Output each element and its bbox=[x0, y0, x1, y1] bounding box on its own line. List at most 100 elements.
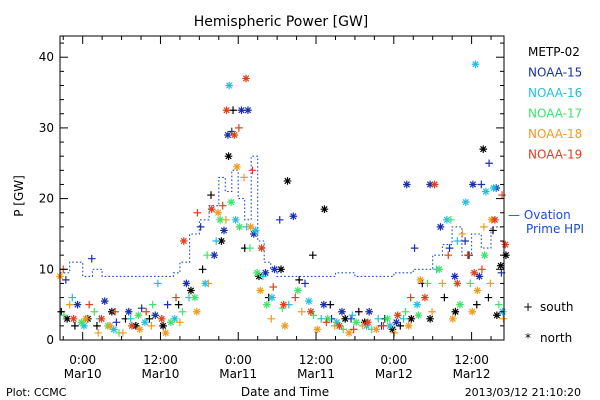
data-point bbox=[499, 314, 508, 323]
data-point bbox=[466, 279, 475, 288]
data-point bbox=[97, 314, 106, 323]
data-point bbox=[489, 226, 497, 235]
data-point bbox=[461, 198, 470, 206]
data-point bbox=[468, 307, 477, 316]
data-point bbox=[174, 300, 183, 309]
data-point bbox=[463, 251, 472, 259]
data-point bbox=[386, 322, 394, 330]
y-tick-label: 10 bbox=[39, 262, 54, 276]
data-point bbox=[453, 237, 462, 245]
data-point bbox=[224, 131, 232, 139]
data-point bbox=[157, 314, 166, 323]
data-point bbox=[270, 265, 279, 274]
x-tick-label: 12:00 bbox=[143, 353, 178, 367]
data-point bbox=[443, 216, 451, 224]
data-point bbox=[204, 279, 213, 288]
data-point bbox=[244, 106, 252, 115]
data-point bbox=[413, 300, 421, 309]
data-point bbox=[63, 314, 71, 323]
marker-legend-symbol: * bbox=[525, 331, 531, 345]
data-point bbox=[68, 293, 77, 302]
data-point bbox=[502, 251, 510, 259]
data-point bbox=[259, 272, 267, 281]
data-point bbox=[151, 311, 160, 320]
data-point bbox=[461, 237, 469, 245]
data-point bbox=[469, 180, 477, 189]
data-point bbox=[448, 314, 457, 323]
data-point bbox=[358, 322, 367, 330]
data-point bbox=[235, 124, 243, 132]
data-point bbox=[180, 237, 188, 245]
data-point bbox=[372, 325, 381, 334]
data-point bbox=[402, 180, 411, 189]
chart-title: Hemispheric Power [GW] bbox=[194, 14, 369, 30]
series-metp-02 bbox=[57, 106, 510, 334]
data-point bbox=[486, 279, 495, 288]
data-point bbox=[365, 307, 373, 316]
data-point bbox=[148, 300, 157, 309]
data-point bbox=[128, 322, 136, 330]
data-point bbox=[216, 216, 224, 224]
data-point bbox=[214, 208, 222, 217]
ovation-step-line bbox=[60, 155, 505, 277]
data-point bbox=[85, 300, 93, 309]
x-tick-label: 12:00 bbox=[454, 353, 489, 367]
data-point bbox=[277, 265, 285, 274]
data-point bbox=[167, 318, 175, 327]
y-tick-label: 40 bbox=[39, 50, 54, 64]
data-point bbox=[191, 293, 199, 302]
data-point bbox=[142, 307, 151, 316]
data-point bbox=[430, 180, 439, 189]
data-point bbox=[307, 307, 315, 316]
legend-ovation-line2: Prime HPI bbox=[526, 222, 584, 236]
legend: METP-02 NOAA-15 NOAA-16 NOAA-17 NOAA-18 NOAA-… bbox=[508, 45, 584, 345]
data-point bbox=[347, 314, 355, 323]
data-point bbox=[332, 318, 341, 327]
data-point bbox=[242, 74, 250, 83]
data-point bbox=[192, 307, 201, 316]
data-point bbox=[410, 244, 419, 252]
data-point bbox=[423, 279, 432, 288]
data-point bbox=[275, 216, 284, 224]
data-point bbox=[484, 293, 493, 302]
data-point bbox=[399, 314, 408, 323]
data-point bbox=[305, 297, 313, 305]
y-tick-label: 20 bbox=[39, 192, 54, 206]
data-point bbox=[495, 300, 503, 309]
data-point bbox=[253, 269, 261, 277]
data-point bbox=[485, 159, 493, 168]
legend-ovation-line1: — Ovation bbox=[508, 208, 571, 222]
data-point bbox=[491, 216, 499, 224]
data-point bbox=[471, 60, 480, 69]
data-point bbox=[475, 272, 484, 281]
marker-legend-south: south bbox=[540, 300, 574, 314]
data-point bbox=[435, 265, 443, 274]
data-point bbox=[451, 307, 460, 316]
plot-frame bbox=[59, 35, 505, 341]
series-noaa-15 bbox=[62, 106, 506, 330]
data-point bbox=[472, 300, 481, 309]
legend-entry-metp-02: METP-02 bbox=[528, 45, 580, 59]
data-point bbox=[498, 191, 506, 199]
data-point bbox=[62, 276, 70, 284]
data-point bbox=[383, 314, 392, 323]
marker-legend-symbol: + bbox=[523, 300, 533, 314]
data-point bbox=[87, 254, 96, 263]
data-point bbox=[436, 223, 445, 231]
series-noaa-19 bbox=[59, 74, 510, 334]
data-point bbox=[106, 322, 114, 330]
data-point bbox=[111, 307, 119, 316]
data-point bbox=[379, 322, 388, 330]
data-point bbox=[341, 314, 349, 323]
x-axis: 0:00Mar1012:00Mar100:00Mar1112:00Mar110:… bbox=[62, 36, 492, 381]
data-point bbox=[320, 205, 329, 214]
y-tick-label: 0 bbox=[46, 333, 54, 347]
data-point bbox=[229, 106, 237, 115]
data-point bbox=[60, 311, 68, 320]
data-point bbox=[426, 314, 434, 323]
legend-entry-noaa-17: NOAA-17 bbox=[528, 107, 582, 121]
data-point bbox=[94, 329, 103, 337]
legend-entry-noaa-16: NOAA-16 bbox=[528, 86, 582, 100]
legend-entry-noaa-15: NOAA-15 bbox=[528, 66, 582, 80]
data-point bbox=[289, 212, 298, 221]
